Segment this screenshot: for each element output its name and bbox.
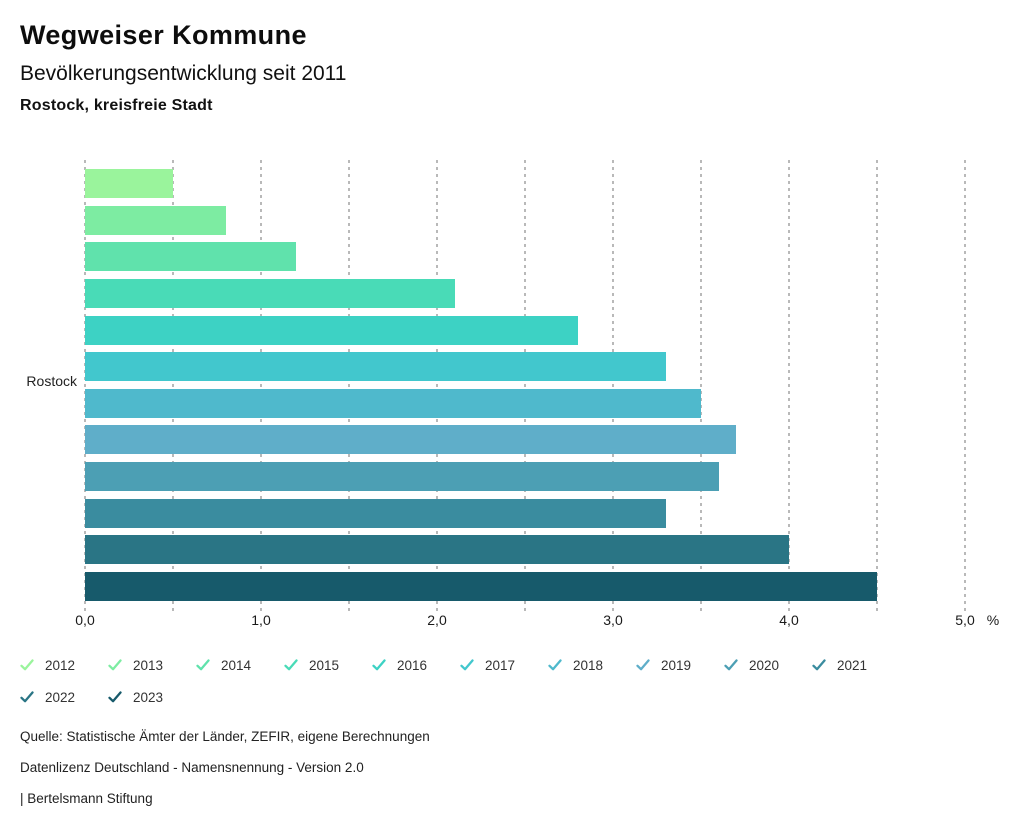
legend-item-2020[interactable]: 2020 bbox=[724, 654, 812, 676]
gridline bbox=[524, 160, 526, 612]
legend-year-label: 2020 bbox=[749, 657, 780, 673]
license-text: Datenlizenz Deutschland - Namensnennung … bbox=[20, 760, 364, 775]
gridline bbox=[260, 160, 262, 612]
source-text: Quelle: Statistische Ämter der Länder, Z… bbox=[20, 729, 430, 744]
bar-2016[interactable] bbox=[85, 315, 578, 345]
legend-year-label: 2016 bbox=[397, 657, 428, 673]
bar-2017[interactable] bbox=[85, 352, 666, 382]
legend-year-label: 2023 bbox=[133, 689, 164, 705]
page-title: Wegweiser Kommune bbox=[20, 20, 307, 50]
check-icon bbox=[108, 659, 122, 671]
legend-year-label: 2015 bbox=[309, 657, 340, 673]
gridline bbox=[436, 160, 438, 612]
check-icon bbox=[460, 659, 474, 671]
legend-item-2023[interactable]: 2023 bbox=[108, 686, 196, 708]
legend-year-label: 2018 bbox=[573, 657, 604, 673]
x-tick-label: 3,0 bbox=[603, 612, 623, 628]
legend-item-2015[interactable]: 2015 bbox=[284, 654, 372, 676]
bar-2014[interactable] bbox=[85, 242, 297, 272]
chart-footer: Quelle: Statistische Ämter der Länder, Z… bbox=[20, 727, 430, 820]
bars-container bbox=[85, 169, 965, 601]
check-icon bbox=[372, 659, 386, 671]
bar-2012[interactable] bbox=[85, 169, 173, 198]
x-axis-unit: % bbox=[986, 612, 1000, 628]
plot-area: % 0,0 1,0 2,0 3,0 4,0 5,0 bbox=[75, 160, 999, 628]
chart-title: Bevölkerungsentwicklung seit 2011 bbox=[20, 62, 347, 85]
legend-item-2018[interactable]: 2018 bbox=[548, 654, 636, 676]
x-tick-label: 1,0 bbox=[251, 612, 271, 628]
legend-item-2013[interactable]: 2013 bbox=[108, 654, 196, 676]
legend-item-2019[interactable]: 2019 bbox=[636, 654, 724, 676]
legend-year-label: 2012 bbox=[45, 657, 76, 673]
x-tick-label: 5,0 bbox=[955, 612, 975, 628]
check-icon bbox=[548, 659, 562, 671]
gridline bbox=[172, 160, 174, 612]
check-icon bbox=[108, 691, 122, 703]
check-icon bbox=[724, 659, 738, 671]
check-icon bbox=[636, 659, 650, 671]
legend-item-2016[interactable]: 2016 bbox=[372, 654, 460, 676]
legend-item-2012[interactable]: 2012 bbox=[20, 654, 108, 676]
gridline bbox=[876, 160, 878, 612]
bar-2019[interactable] bbox=[85, 425, 737, 455]
check-icon bbox=[284, 659, 298, 671]
legend-item-2014[interactable]: 2014 bbox=[196, 654, 284, 676]
attribution-text: | Bertelsmann Stiftung bbox=[20, 791, 153, 806]
gridline bbox=[84, 160, 86, 612]
y-axis-label: Rostock bbox=[26, 373, 77, 389]
check-icon bbox=[196, 659, 210, 671]
check-icon bbox=[20, 659, 34, 671]
gridline bbox=[612, 160, 614, 612]
bar-2020[interactable] bbox=[85, 462, 719, 491]
legend-year-label: 2021 bbox=[837, 657, 868, 673]
legend-item-2021[interactable]: 2021 bbox=[812, 654, 900, 676]
gridline bbox=[964, 160, 966, 612]
region-title: Rostock, kreisfreie Stadt bbox=[20, 97, 213, 114]
legend: 2012 2013 2014 2015 2016 2017 2018 2019 2020 2021… bbox=[20, 654, 920, 708]
legend-year-label: 2019 bbox=[661, 657, 692, 673]
legend-year-label: 2014 bbox=[221, 657, 252, 673]
check-icon bbox=[812, 659, 826, 671]
legend-year-label: 2013 bbox=[133, 657, 164, 673]
bar-2022[interactable] bbox=[85, 535, 789, 565]
bar-2013[interactable] bbox=[85, 205, 226, 235]
legend-year-label: 2022 bbox=[45, 689, 76, 705]
legend-item-2017[interactable]: 2017 bbox=[460, 654, 548, 676]
bar-2023[interactable] bbox=[85, 571, 877, 601]
check-icon bbox=[20, 691, 34, 703]
gridline bbox=[788, 160, 790, 612]
legend-item-2022[interactable]: 2022 bbox=[20, 686, 108, 708]
x-tick-label: 0,0 bbox=[75, 612, 95, 628]
x-tick-label: 4,0 bbox=[779, 612, 799, 628]
legend-year-label: 2017 bbox=[485, 657, 516, 673]
gridline bbox=[700, 160, 702, 612]
report-header: Wegweiser Kommune Bevölkerungsentwicklun… bbox=[20, 20, 346, 115]
gridline bbox=[348, 160, 350, 612]
bar-2018[interactable] bbox=[85, 388, 701, 418]
x-tick-label: 2,0 bbox=[427, 612, 447, 628]
bar-2021[interactable] bbox=[85, 498, 666, 528]
bar-2015[interactable] bbox=[85, 278, 455, 308]
